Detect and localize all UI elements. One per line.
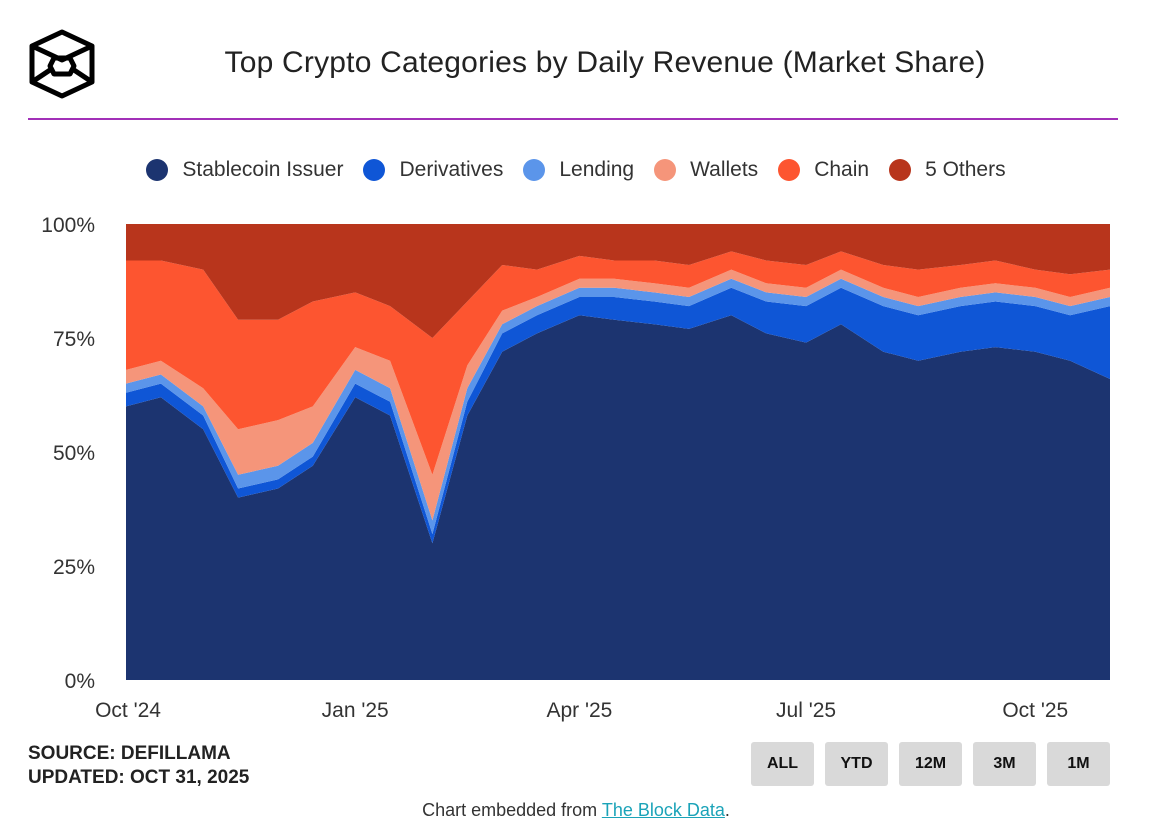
legend-swatch [889,159,912,181]
source-label: SOURCE: DEFILLAMA [28,743,231,764]
y-tick-label: 50% [53,442,95,465]
the-block-data-link[interactable]: The Block Data [601,800,725,820]
legend-item-wallets[interactable]: Wallets [654,158,758,182]
embed-suffix: . [724,800,730,820]
x-tick-label: Jan '25 [322,699,389,722]
legend-item-derivatives[interactable]: Derivatives [363,158,503,182]
brand-logo-icon [29,29,95,99]
legend-swatch [146,159,169,181]
updated-label: UPDATED: OCT 31, 2025 [28,767,250,788]
legend-label: Lending [559,158,635,181]
legend-label: 5 Others [925,158,1006,181]
chart-legend: Stablecoin Issuer Derivatives Lending Wa… [0,158,1152,182]
legend-item-chain[interactable]: Chain [778,158,869,182]
legend-label: Derivatives [399,158,504,181]
y-tick-label: 75% [53,328,95,351]
range-button-group: ALL YTD 12M 3M 1M [751,742,1121,786]
legend-swatch [778,159,801,181]
legend-swatch [363,159,386,181]
series-area-derivatives[interactable] [126,287,1110,544]
legend-item-stablecoin-issuer[interactable]: Stablecoin Issuer [146,158,343,182]
legend-label: Wallets [690,158,759,181]
title-divider [28,118,1118,120]
range-1m-button[interactable]: 1M [1047,742,1110,786]
range-all-button[interactable]: ALL [751,742,814,786]
range-3m-button[interactable]: 3M [973,742,1036,786]
series-area-wallets[interactable] [126,269,1110,521]
source-info: SOURCE: DEFILLAMA UPDATED: OCT 31, 2025 [28,742,249,790]
range-ytd-button[interactable]: YTD [825,742,888,786]
embed-prefix: Chart embedded from [422,800,602,820]
stacked-area-chart: 0% 25% 50% 75% 100% Oct '24 Jan '25 Apr '25 Jul … [41,214,1110,722]
y-tick-label: 25% [53,556,95,579]
legend-swatch [523,159,546,181]
series-area-stablecoin-issuer[interactable] [126,315,1110,680]
embed-note: Chart embedded from The Block Data. [0,800,1152,821]
legend-label: Stablecoin Issuer [182,158,344,181]
series-area-5-others[interactable] [126,224,1110,338]
y-tick-label: 0% [65,670,95,693]
series-area-chain[interactable] [126,251,1110,475]
x-tick-label: Oct '25 [1002,699,1068,722]
y-tick-label: 100% [41,214,95,237]
x-tick-label: Oct '24 [95,699,161,722]
chart-title: Top Crypto Categories by Daily Revenue (… [224,46,986,79]
x-tick-label: Jul '25 [776,699,836,722]
legend-item-5-others[interactable]: 5 Others [889,158,1006,182]
range-12m-button[interactable]: 12M [899,742,962,786]
x-tick-label: Apr '25 [546,699,612,722]
legend-item-lending[interactable]: Lending [523,158,634,182]
legend-swatch [654,159,677,181]
legend-label: Chain [814,158,870,181]
